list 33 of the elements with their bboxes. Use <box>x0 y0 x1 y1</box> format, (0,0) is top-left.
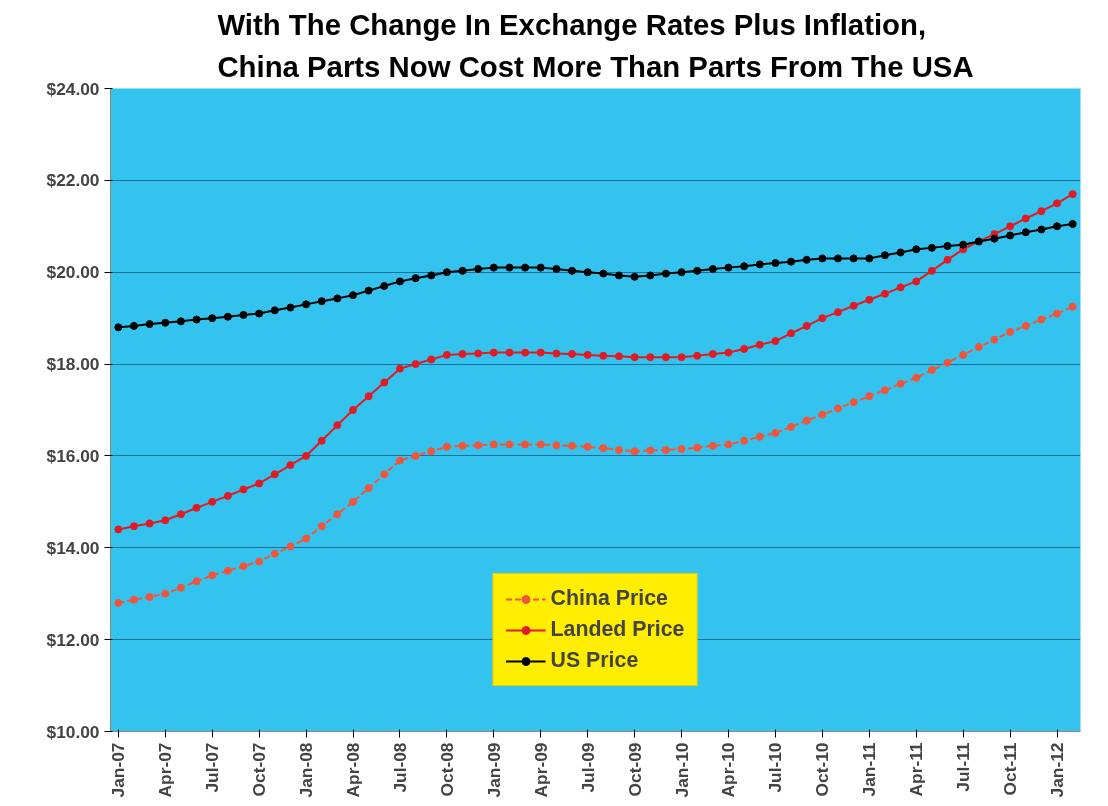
x-tick-label: Jul-07 <box>202 742 223 793</box>
legend-label: China Price <box>550 586 668 611</box>
y-tick-label: $12.00 <box>46 629 100 650</box>
y-tick-label: $14.00 <box>46 537 100 558</box>
y-tick-label: $22.00 <box>46 170 100 191</box>
x-tick-label: Oct-10 <box>812 742 833 797</box>
x-tick-label: Jan-10 <box>671 742 692 798</box>
x-tick-label: Jan-09 <box>483 742 504 798</box>
chart-title: With The Change In Exchange Rates Plus Inflation, China Parts Now Cost More Than Parts From The USA <box>217 7 974 84</box>
x-tick-label: Jan-12 <box>1047 742 1068 798</box>
legend-label: Landed Price <box>550 617 685 642</box>
x-tick-label: Apr-09 <box>530 742 551 798</box>
x-tick-label: Oct-11 <box>1000 742 1021 796</box>
y-tick-label: $18.00 <box>46 354 100 375</box>
x-tick-label: Jan-07 <box>108 742 129 798</box>
x-tick-label: Jul-08 <box>389 742 410 793</box>
y-tick-label: $16.00 <box>46 445 100 466</box>
x-tick-label: Oct-09 <box>624 742 645 797</box>
x-tick-label: Apr-10 <box>718 742 739 798</box>
x-tick-label: Apr-07 <box>155 742 176 798</box>
x-tick-label: Apr-08 <box>343 742 363 798</box>
x-tick-label: Oct-07 <box>249 742 270 797</box>
legend-label: US Price <box>550 648 639 673</box>
x-tick-label: Jan-11 <box>859 742 880 797</box>
y-tick-label: $10.00 <box>46 721 100 742</box>
y-tick-label: $20.00 <box>46 262 100 283</box>
x-tick-label: Oct-08 <box>436 742 457 797</box>
x-tick-label: Jan-08 <box>296 742 317 798</box>
x-tick-label: Jul-11 <box>953 742 974 792</box>
y-tick-label: $24.00 <box>46 78 100 99</box>
x-tick-label: Jul-09 <box>577 742 598 793</box>
x-tick-label: Jul-10 <box>765 742 786 793</box>
x-tick-label: Apr-11 <box>906 742 927 797</box>
